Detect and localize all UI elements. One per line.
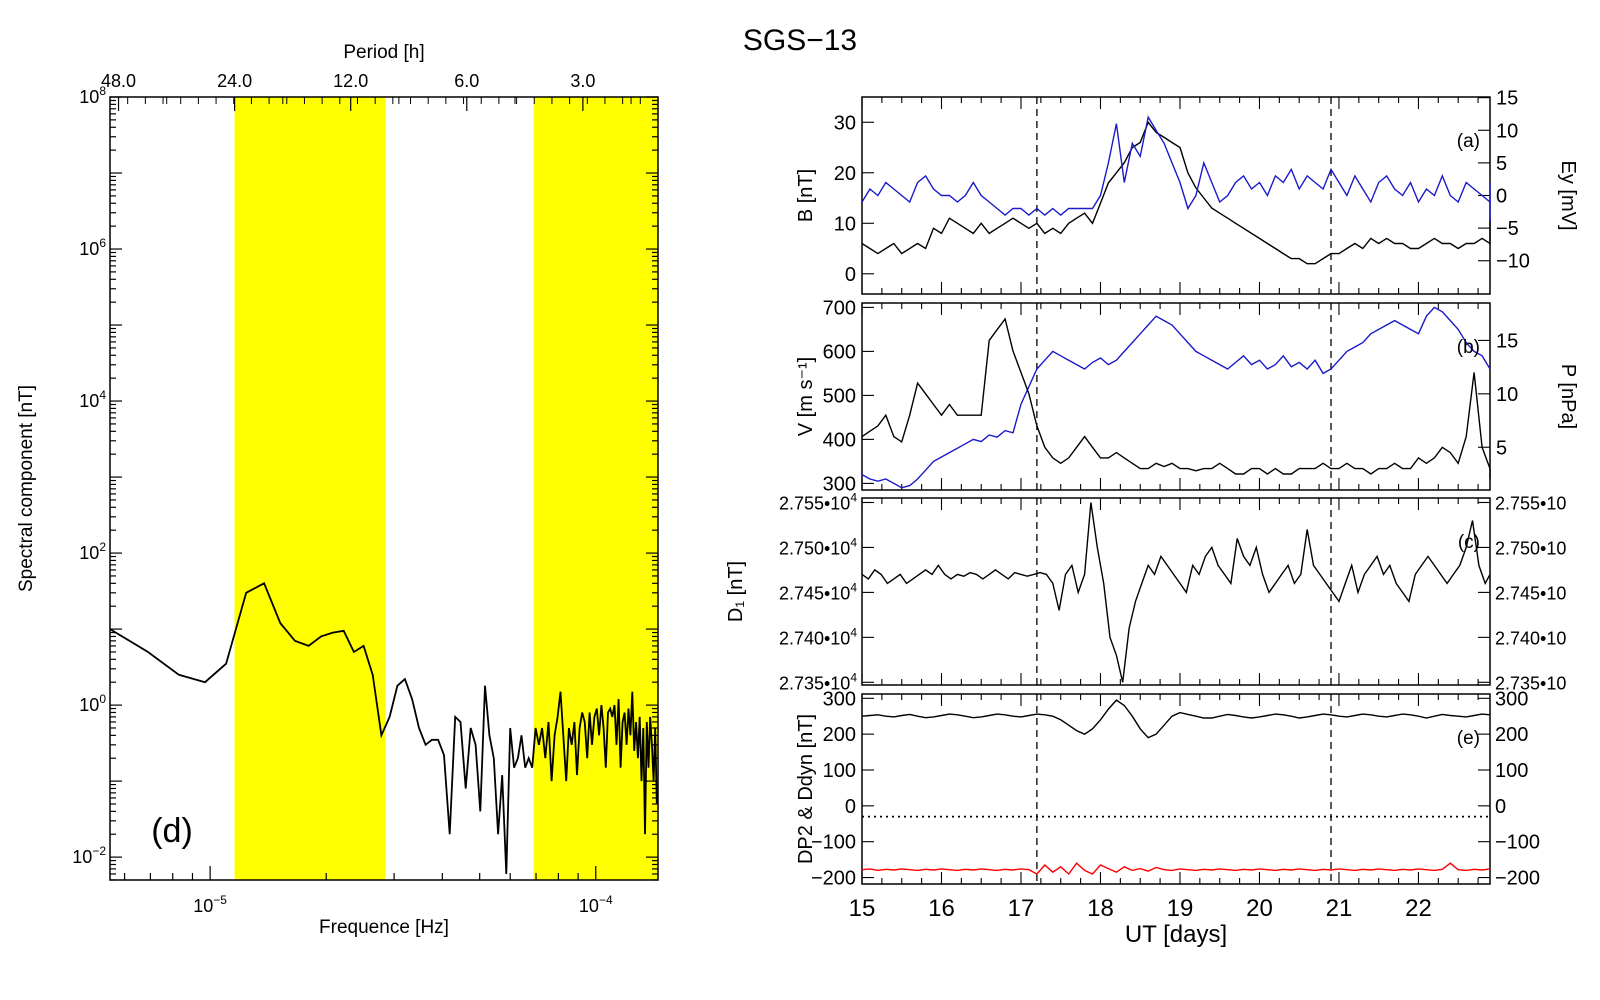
y-tick-label: 104	[79, 388, 106, 411]
panel-label: (c)	[1458, 532, 1480, 553]
panel-frame	[861, 497, 1491, 686]
y-tick-label: 100	[79, 692, 106, 715]
panel-frame	[861, 302, 1491, 491]
x-tick-label: 10−5	[193, 893, 227, 916]
figure-title: SGS−13	[743, 24, 857, 57]
x-tick-label: 15	[849, 895, 876, 922]
y-tick-label: 600	[823, 341, 856, 363]
y-tick-label-right: 2.740•10	[1495, 628, 1566, 648]
y-axis-label: V [m s⁻¹]	[795, 357, 817, 436]
y-tick-label-right: −100	[1495, 832, 1540, 854]
y-tick-label: 2.735•104	[779, 670, 857, 693]
period-tick-label: 24.0	[217, 71, 252, 91]
y-tick-label: 700	[823, 297, 856, 319]
panel-label: (e)	[1457, 728, 1480, 749]
y-tick-label: 500	[823, 385, 856, 407]
y-tick-label-right: 2.755•10	[1495, 493, 1566, 513]
y-tick-label-right: 2.735•10	[1495, 673, 1566, 693]
y-tick-label: 0	[845, 796, 856, 818]
y-tick-label: 300	[823, 473, 856, 495]
y2-tick-label: 5	[1496, 437, 1507, 459]
series-line-0	[861, 699, 1491, 739]
y-axis-label: D₁ [nT]	[725, 561, 747, 622]
period-tick-label: 12.0	[333, 71, 368, 91]
y-tick-label: 10	[834, 213, 856, 235]
period-tick-label: 48.0	[101, 71, 136, 91]
y-tick-label: 2.755•104	[779, 490, 857, 513]
y2-tick-label: −5	[1496, 218, 1519, 240]
y2-tick-label: 10	[1496, 120, 1518, 142]
y-tick-label-right: 300	[1495, 688, 1528, 710]
y-tick-label-right: 2.750•10	[1495, 538, 1566, 558]
y-axis-label: DP2 & Ddyn [nT]	[795, 714, 817, 864]
y-tick-label: 20	[834, 163, 856, 185]
series-line-1	[861, 115, 1491, 222]
y-axis-label: B [nT]	[795, 169, 817, 222]
y-tick-label: 102	[79, 540, 106, 563]
panel-frame	[861, 96, 1491, 295]
x-tick-label: 19	[1167, 895, 1194, 922]
y-tick-label: 300	[823, 688, 856, 710]
y2-tick-label: 0	[1496, 186, 1507, 208]
y2-tick-label: 15	[1496, 88, 1518, 110]
y-tick-label: 106	[79, 236, 106, 259]
series-line-0	[861, 306, 1491, 489]
spectrum-line	[109, 582, 658, 875]
x-tick-label: 20	[1246, 895, 1273, 922]
x-axis-label: UT [days]	[1125, 921, 1227, 948]
y-tick-label-right: 0	[1495, 796, 1506, 818]
y-tick-label: 10−2	[72, 844, 106, 867]
x-tick-label: 16	[928, 895, 955, 922]
y2-axis-label: P [nPa]	[1557, 364, 1579, 429]
panel-label-d: (d)	[151, 812, 193, 850]
y2-tick-label: 5	[1496, 153, 1507, 175]
y-tick-label: 30	[834, 112, 856, 134]
highlight-band-0	[234, 97, 386, 880]
series-line-0	[861, 502, 1491, 683]
x-tick-label: 21	[1326, 895, 1353, 922]
panel-frame	[861, 693, 1491, 885]
y2-tick-label: 10	[1496, 384, 1518, 406]
y-tick-label: −200	[811, 868, 856, 890]
y-tick-label: −100	[811, 832, 856, 854]
x-tick-label: 10−4	[579, 893, 613, 916]
top-axis-label: Period [h]	[343, 42, 424, 63]
panel-label: (a)	[1457, 131, 1480, 152]
x-tick-label: 18	[1087, 895, 1114, 922]
series-line-1	[861, 317, 1491, 480]
y-axis-label: Spectral component [nT]	[16, 385, 37, 592]
y-tick-label-right: −200	[1495, 868, 1540, 890]
y-tick-label: 100	[823, 760, 856, 782]
y2-tick-label: 15	[1496, 330, 1518, 352]
y-tick-label: 2.750•104	[779, 535, 857, 558]
y2-axis-label: Ey [mV]	[1557, 160, 1579, 230]
series-line-0	[861, 120, 1491, 265]
y-tick-label-right: 100	[1495, 760, 1528, 782]
x-tick-label: 22	[1405, 895, 1432, 922]
y-tick-label: 200	[823, 724, 856, 746]
x-axis-label: Frequence [Hz]	[319, 917, 449, 938]
period-tick-label: 3.0	[570, 71, 595, 91]
panel-label: (b)	[1457, 337, 1480, 358]
y-tick-label-right: 200	[1495, 724, 1528, 746]
period-tick-label: 6.0	[454, 71, 479, 91]
x-tick-label: 17	[1008, 895, 1035, 922]
series-line-1	[861, 862, 1491, 876]
y-tick-label: 108	[79, 84, 106, 107]
y-tick-label: 2.740•104	[779, 625, 857, 648]
y2-tick-label: −10	[1496, 251, 1530, 273]
y-tick-label: 0	[845, 264, 856, 286]
y-tick-label-right: 2.745•10	[1495, 583, 1566, 603]
y-tick-label: 400	[823, 429, 856, 451]
y-tick-label: 2.745•104	[779, 580, 857, 603]
